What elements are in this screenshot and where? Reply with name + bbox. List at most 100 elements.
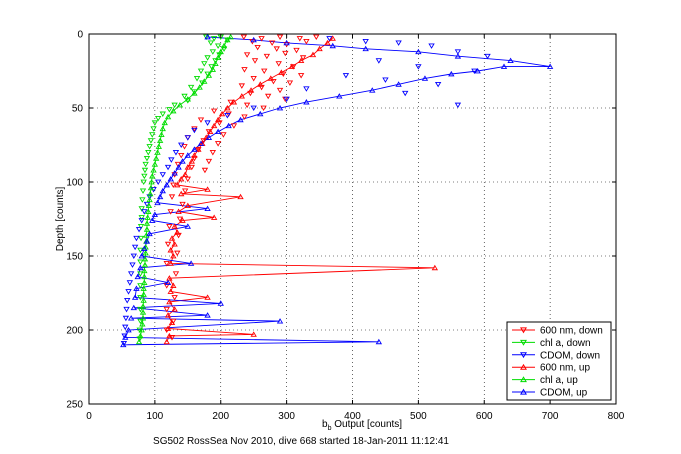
data-point-600-nm-up (218, 110, 226, 117)
data-point-600-nm-down (258, 84, 265, 91)
data-point-cdom-up (336, 93, 343, 99)
data-point-cdom-down (133, 235, 140, 242)
data-point-chl-a-up (164, 113, 172, 120)
data-point-cdom-up (250, 36, 257, 43)
data-point-600-nm-up (210, 214, 218, 220)
data-point-600-nm-up (166, 275, 173, 281)
data-point-600-nm-up (204, 186, 211, 192)
data-point-600-nm-down (238, 83, 246, 89)
data-point-cdom-up (156, 193, 164, 200)
x-tick-label: 100 (147, 411, 164, 422)
data-point-chl-a-down (141, 167, 149, 174)
data-point-600-nm-down (250, 76, 257, 82)
data-point-600-nm-up (214, 116, 222, 123)
data-point-cdom-down (130, 253, 137, 260)
data-point-cdom-up (329, 42, 336, 49)
data-point-chl-a-up (191, 90, 198, 96)
data-point-cdom-down (159, 172, 166, 178)
data-point-chl-a-up (141, 273, 148, 280)
data-point-cdom-down (138, 218, 145, 224)
data-point-chl-a-down (142, 161, 149, 168)
legend-box (506, 321, 612, 401)
data-point-chl-a-down (191, 89, 198, 95)
data-point-cdom-up (159, 187, 166, 194)
data-point-chl-a-up (141, 261, 149, 268)
data-point-chl-a-up (140, 291, 147, 297)
data-point-cdom-up (415, 48, 422, 55)
data-point-cdom-up (507, 57, 514, 64)
data-point-600-nm-up (179, 217, 186, 223)
data-point-chl-a-down (146, 144, 153, 150)
data-point-600-nm-down (220, 132, 227, 138)
data-point-600-nm-down (172, 271, 180, 277)
data-point-chl-a-down (143, 155, 151, 162)
data-point-cdom-up (125, 326, 132, 333)
data-point-600-nm-up (167, 247, 174, 253)
data-point-chl-a-down (187, 84, 195, 91)
data-point-600-nm-down (254, 44, 261, 51)
data-point-chl-a-down (203, 34, 210, 41)
data-point-cdom-up (204, 312, 211, 318)
data-point-cdom-down (454, 49, 462, 55)
data-point-cdom-down (283, 96, 290, 103)
data-point-chl-a-down (136, 336, 143, 342)
data-point-chl-a-down (220, 46, 228, 52)
data-point-600-nm-up (164, 325, 172, 331)
data-point-600-nm-up (288, 63, 296, 69)
data-point-cdom-down (127, 271, 135, 277)
data-point-600-nm-up (431, 264, 439, 271)
data-point-600-nm-down (163, 306, 170, 313)
data-point-600-nm-down (191, 155, 198, 162)
data-point-chl-a-down (214, 43, 222, 49)
data-point-600-nm-down (163, 261, 170, 267)
data-point-chl-a-up (224, 36, 231, 43)
data-point-cdom-up (362, 45, 369, 52)
data-point-chl-a-down (154, 115, 162, 122)
data-point-600-nm-up (175, 208, 182, 214)
data-point-600-nm-up (163, 338, 170, 345)
legend-marker-chl-a-up (520, 376, 527, 383)
x-axis-ticks: 0 100 200 300 400 500 600 700 800 (86, 34, 625, 422)
data-point-cdom-down (303, 86, 310, 92)
data-point-chl-a-up (141, 255, 149, 262)
data-point-chl-a-down (139, 197, 146, 203)
data-point-cdom-up (134, 273, 141, 280)
data-point-chl-a-up (139, 309, 147, 315)
data-point-600-nm-down (275, 61, 282, 67)
data-point-chl-a-up (144, 214, 151, 220)
data-point-600-nm-down (299, 55, 307, 61)
data-point-chl-a-up (196, 84, 203, 90)
data-point-600-nm-down (174, 161, 182, 168)
data-point-600-nm-down (261, 68, 268, 75)
data-point-cdom-down (326, 36, 333, 42)
legend-label-chl-a-down: chl a, down (540, 338, 591, 349)
data-point-cdom-down (131, 244, 139, 251)
data-point-cdom-down (415, 64, 422, 70)
data-point-cdom-up (283, 39, 290, 46)
data-point-600-nm-up (224, 104, 231, 111)
data-point-cdom-down (122, 315, 130, 322)
data-point-600-nm-down (181, 188, 189, 194)
x-tick-label: 200 (212, 411, 229, 422)
data-point-600-nm-up (170, 282, 177, 288)
data-point-cdom-up (448, 70, 455, 77)
data-point-chl-a-up (170, 107, 177, 114)
data-point-cdom-up (187, 260, 195, 266)
data-point-cdom-up (133, 285, 140, 291)
data-point-cdom-up (217, 300, 224, 306)
data-point-600-nm-down (178, 152, 185, 159)
data-point-600-nm-down (205, 158, 213, 165)
data-point-chl-a-up (140, 285, 147, 291)
data-point-600-nm-up (167, 288, 174, 294)
data-point-600-nm-down (303, 39, 310, 45)
data-point-600-nm-up (230, 99, 238, 105)
data-point-cdom-down (178, 142, 185, 149)
data-point-chl-a-down (212, 58, 219, 64)
data-point-600-nm-down (240, 34, 247, 41)
data-point-600-nm-down (191, 126, 198, 132)
data-point-cdom-up (149, 217, 156, 223)
y-tick-label: 250 (66, 400, 83, 411)
data-point-cdom-down (471, 68, 478, 75)
